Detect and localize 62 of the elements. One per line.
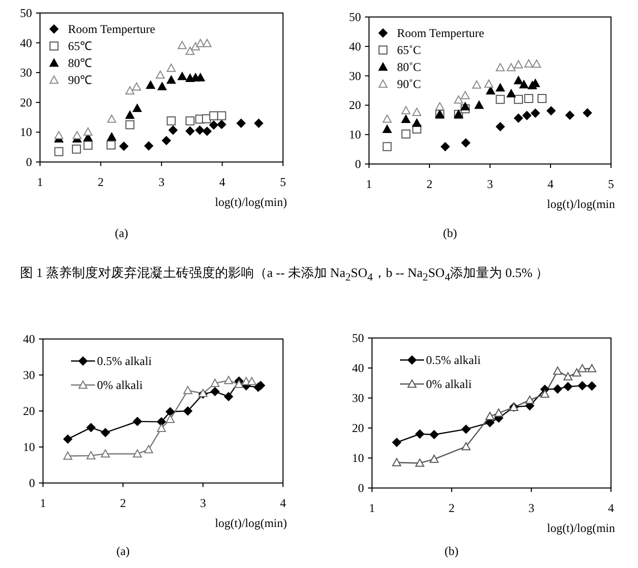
x-tick-label: 4 (280, 496, 286, 510)
y-tick-label: 40 (352, 361, 364, 375)
x-tick-label: 5 (280, 175, 286, 189)
legend-label: 0.5% alkali (426, 353, 482, 367)
x-tick-label: 1 (40, 496, 46, 510)
y-tick-label: 40 (23, 332, 35, 346)
x-tick-label: 3 (528, 501, 534, 515)
y-tick-label: 50 (20, 6, 32, 20)
y-tick-label: 20 (23, 404, 35, 418)
x-tick-label: 2 (98, 175, 104, 189)
y-tick-label: 30 (352, 391, 364, 405)
y-tick-label: 10 (20, 125, 32, 140)
legend-label: 65˚C (397, 43, 421, 57)
y-tick-label: 50 (349, 10, 361, 24)
x-axis-title: log(t)/log(min (547, 521, 615, 535)
x-tick-label: 2 (448, 501, 455, 515)
y-tick-label: 0 (26, 155, 32, 169)
x-axis-title: log(t)/log(min) (215, 516, 287, 530)
y-tick-label: 10 (23, 440, 35, 454)
y-tick-label: 30 (20, 66, 32, 80)
legend-label: Room Temperture (68, 22, 156, 36)
x-tick-label: 2 (120, 496, 126, 510)
x-tick-label: 1 (369, 501, 375, 515)
y-tick-label: 0 (358, 481, 364, 495)
y-tick-label: 10 (352, 451, 364, 465)
x-tick-label: 4 (608, 501, 614, 515)
x-tick-label: 1 (37, 175, 43, 189)
y-tick-label: 50 (352, 331, 364, 345)
legend-label: 0% alkali (97, 378, 144, 392)
legend-label: 80˚C (397, 60, 421, 74)
text: 图 1 蒸养制度对废弃混凝土砖强度的影响（a -- 未添加 Na$_{2}$SO$_{4}$，b -- Na$_{2}$SO$_{4}$添加量为 0.5% ） (20, 265, 549, 284)
x-tick-label: 4 (548, 177, 554, 191)
legend-label: 80℃ (68, 56, 92, 70)
legend-label: 0.5% alkali (97, 354, 152, 368)
text: (b) (443, 226, 457, 240)
y-tick-label: 20 (20, 95, 32, 110)
x-axis-title: log(t)/log(min (547, 197, 615, 211)
legend-label: Room Temperture (397, 26, 484, 40)
legend-label: 90℃ (68, 73, 92, 87)
x-tick-label: 3 (200, 496, 206, 510)
x-tick-label: 3 (158, 175, 164, 189)
x-tick-label: 1 (366, 177, 372, 191)
text: (b) (444, 544, 458, 558)
x-tick-label: 3 (487, 177, 493, 191)
text: (a) (114, 226, 128, 240)
y-tick-label: 30 (23, 368, 35, 382)
y-tick-label: 20 (352, 421, 364, 435)
text: (a) (116, 544, 130, 558)
y-tick-label: 20 (349, 98, 361, 112)
legend-label: 90˚C (397, 77, 421, 91)
x-tick-label: 5 (608, 177, 614, 191)
x-axis-title: log(t)/log(min) (215, 195, 287, 209)
x-tick-label: 4 (219, 175, 226, 189)
y-tick-label: 0 (29, 476, 35, 490)
y-tick-label: 40 (349, 39, 361, 54)
y-tick-label: 0 (355, 157, 361, 171)
x-tick-label: 2 (426, 177, 432, 191)
y-tick-label: 10 (349, 128, 361, 142)
legend-label: 0% alkali (426, 377, 472, 391)
y-tick-label: 40 (20, 36, 32, 50)
y-tick-label: 30 (349, 68, 361, 83)
legend-label: 65℃ (68, 39, 92, 53)
